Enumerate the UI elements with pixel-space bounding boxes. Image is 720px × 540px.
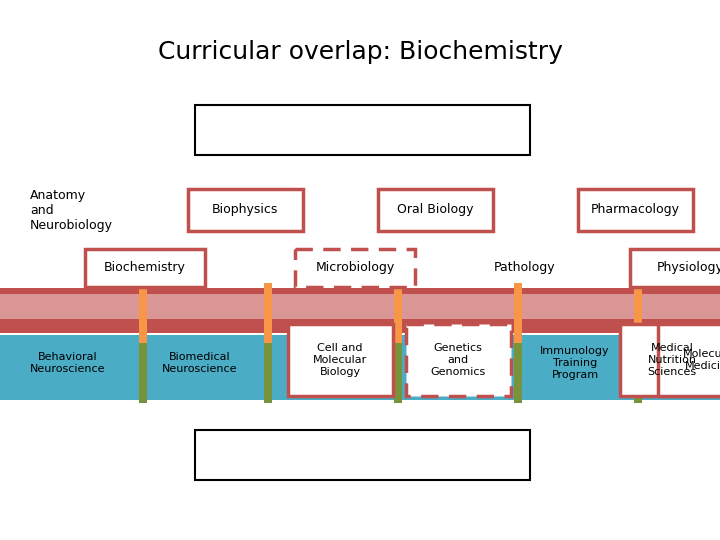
Text: Anatomy
and
Neurobiology: Anatomy and Neurobiology (30, 188, 113, 232)
Bar (514, 283, 522, 343)
Text: Microbiology: Microbiology (315, 261, 395, 274)
Bar (195, 105, 530, 155)
Text: Molecular
Medicine: Molecular Medicine (683, 349, 720, 371)
Bar (634, 343, 642, 403)
Text: Physiology: Physiology (657, 261, 720, 274)
Bar (394, 283, 402, 343)
Bar (630, 249, 720, 287)
Bar (577, 189, 693, 231)
Bar (85, 249, 205, 287)
Text: Biomedical
Neuroscience: Biomedical Neuroscience (162, 352, 238, 374)
Bar (295, 249, 415, 287)
Text: Medical
Nutrition
Sciences: Medical Nutrition Sciences (647, 343, 696, 376)
Bar (0, 335, 720, 400)
Text: Pharmacology: Pharmacology (590, 204, 680, 217)
Bar (377, 189, 492, 231)
Bar (139, 343, 147, 403)
Bar (139, 283, 147, 343)
Bar (264, 343, 272, 403)
Bar (0, 288, 720, 333)
Bar (195, 430, 530, 480)
Text: Biophysics: Biophysics (212, 204, 278, 217)
Text: Curricular overlap: Biochemistry: Curricular overlap: Biochemistry (158, 40, 562, 64)
Text: Biochemistry: Biochemistry (104, 261, 186, 274)
Bar (394, 343, 402, 403)
Bar (514, 343, 522, 403)
Bar (619, 324, 720, 396)
Bar (187, 189, 302, 231)
Bar (657, 324, 720, 396)
Bar (405, 324, 510, 396)
Text: Genetics
and
Genomics: Genetics and Genomics (431, 343, 485, 376)
Text: Cell and
Molecular
Biology: Cell and Molecular Biology (313, 343, 367, 376)
Bar (0, 294, 720, 319)
Text: Immunology
Training
Program: Immunology Training Program (540, 346, 610, 380)
Text: Oral Biology: Oral Biology (397, 204, 473, 217)
Text: Behavioral
Neuroscience: Behavioral Neuroscience (30, 352, 106, 374)
Bar (287, 324, 392, 396)
Bar (264, 283, 272, 343)
Bar (634, 283, 642, 343)
Text: Pathology: Pathology (494, 261, 556, 274)
